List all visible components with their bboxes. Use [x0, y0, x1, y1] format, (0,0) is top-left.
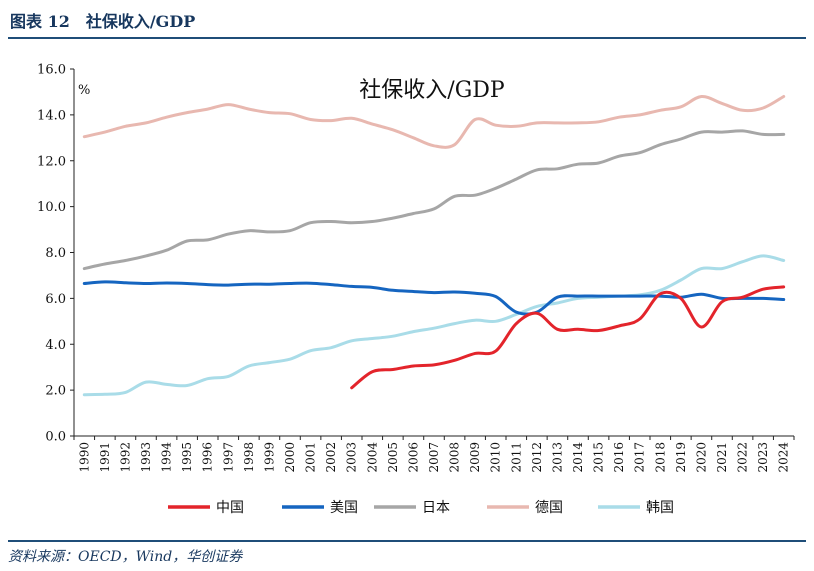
x-tick-label: 1999 [262, 442, 276, 473]
x-tick-label: 2013 [550, 442, 564, 473]
x-tick-label: 2022 [736, 442, 750, 473]
x-tick-label: 1994 [160, 442, 174, 473]
header-rule [8, 37, 806, 39]
x-tick-label: 2007 [427, 442, 441, 473]
legend-label: 美国 [330, 500, 358, 516]
x-tick-label: 1992 [118, 442, 132, 473]
series-line-1 [350, 285, 786, 390]
x-tick-label: 1993 [139, 442, 153, 473]
x-tick-label: 2021 [715, 442, 729, 473]
x-tick-label: 2024 [777, 442, 791, 473]
x-tick-label: 2012 [530, 442, 544, 473]
x-tick-label: 2001 [304, 442, 318, 473]
y-tick-label: 10.0 [37, 200, 66, 215]
chart-title: 社保收入/GDP [359, 78, 505, 103]
x-tick-label: 2004 [365, 442, 379, 473]
x-tick-label: 2002 [324, 442, 338, 473]
y-tick-label: 0.0 [45, 430, 66, 445]
x-tick-label: 2016 [612, 442, 626, 473]
source-note: 资料来源：OECD，Wind，华创证券 [8, 549, 243, 565]
x-tick-label: 1996 [201, 442, 215, 473]
y-tick-label: 2.0 [45, 384, 66, 399]
figure-label: 图表 12 社保收入/GDP [10, 12, 196, 31]
legend-label: 中国 [216, 500, 244, 516]
x-tick-label: 1990 [77, 442, 91, 473]
series-line-2 [82, 280, 786, 316]
x-tick-label: 2010 [489, 442, 503, 473]
legend-label: 德国 [535, 500, 563, 516]
x-tick-label: 2020 [694, 442, 708, 473]
x-tick-label: 1995 [180, 442, 194, 473]
y-tick-label: 4.0 [45, 338, 66, 353]
x-tick-label: 1997 [221, 442, 235, 473]
series-line-5 [82, 254, 786, 397]
series-line-3 [82, 129, 786, 271]
footer-rule [8, 540, 806, 542]
figure-header: 图表 12 社保收入/GDP [8, 6, 806, 36]
chart-legend: 中国 美国 日本 德国 韩国 [168, 500, 674, 516]
x-tick-label: 2003 [345, 442, 359, 473]
y-tick-label: 14.0 [37, 108, 66, 123]
x-tick-label: 2017 [633, 442, 647, 473]
x-tick-label: 2005 [386, 442, 400, 473]
x-tick-label: 2019 [674, 442, 688, 473]
y-axis-unit: % [78, 83, 90, 98]
x-tick-label: 2006 [406, 442, 420, 473]
series-layer [82, 94, 786, 397]
x-tick-label: 2011 [509, 442, 523, 473]
x-tick-label: 2018 [653, 442, 667, 473]
x-tick-label: 2008 [448, 442, 462, 473]
x-tick-label: 2000 [283, 442, 297, 473]
y-tick-label: 6.0 [45, 292, 66, 307]
series-line-4 [82, 94, 786, 149]
y-tick-label: 8.0 [45, 246, 66, 261]
x-tick-label: 1998 [242, 442, 256, 473]
y-tick-label: 12.0 [37, 154, 66, 169]
chart-axes: 0.0 2.0 4.0 6.0 8.0 10.0 12.0 14.0 16.0 1990 1991 1… [37, 63, 795, 473]
x-tick-label: 2009 [468, 442, 482, 473]
x-tick-label: 2015 [592, 442, 606, 473]
x-tick-label: 1991 [98, 442, 112, 473]
x-tick-label: 2023 [756, 442, 770, 473]
x-tick-label: 2014 [571, 442, 585, 473]
legend-label: 韩国 [646, 500, 674, 516]
y-tick-label: 16.0 [37, 63, 66, 78]
legend-label: 日本 [422, 500, 450, 516]
